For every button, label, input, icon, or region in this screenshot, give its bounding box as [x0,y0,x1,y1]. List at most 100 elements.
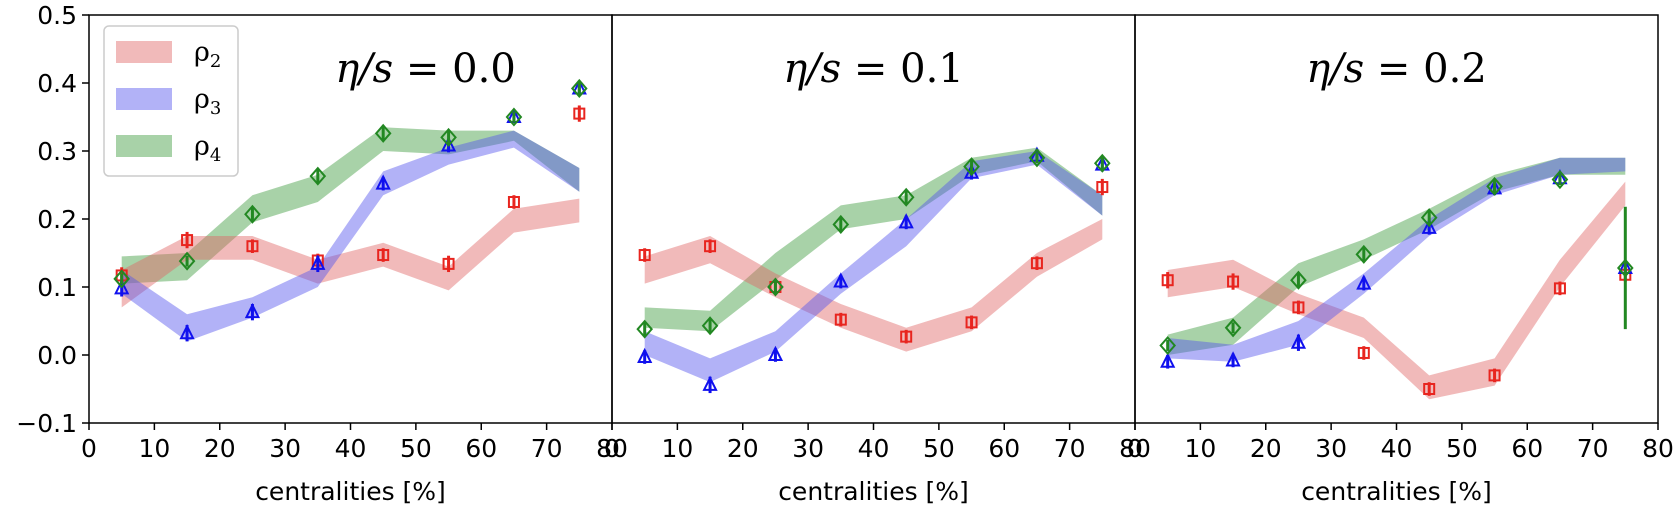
point-rho4 [963,157,980,177]
point-rho4 [1616,258,1634,278]
panel-3: 0 10 20 30 40 50 60 70 80 centralities [%] η/s = 0… [1127,14,1674,506]
point-rho4 [113,269,131,289]
point-rho3 [1421,218,1437,234]
panel-title: η/s = 0.0 [335,46,516,92]
point-rho3 [1225,351,1241,367]
point-rho3 [440,136,457,152]
x-tick-label: 40 [335,434,367,463]
x-tick-label: 80 [1642,434,1674,463]
point-rho2 [442,257,455,270]
x-axis-label: centralities [%] [778,477,969,506]
point-rho4 [244,204,261,224]
point-rho4 [832,214,850,234]
point-rho2 [1553,282,1566,295]
legend-label-rho4: ρ4 [194,131,221,166]
panel-1: 0 10 20 30 40 50 60 70 80 centralities [%] η/s = 0… [81,14,628,506]
x-axis-label: centralities [%] [1301,477,1492,506]
point-rho2 [1030,257,1043,270]
x-tick-label: 10 [661,434,693,463]
band-rho3 [1167,157,1626,362]
point-rho3 [114,279,130,295]
point-rho3 [767,345,784,361]
point-rho4 [767,277,784,297]
point-rho2 [1423,383,1436,395]
x-tick-label: 30 [792,434,824,463]
point-rho2 [704,240,717,253]
y-tick-label: 0.3 [37,137,77,166]
band-rho2 [121,198,580,308]
y-tick-label: 0.4 [37,69,77,98]
x-tick-label: 70 [531,434,563,463]
point-rho3 [833,272,849,288]
point-rho4 [505,107,523,127]
x-tick-label: 50 [923,434,955,463]
x-tick-label: 40 [1381,434,1413,463]
point-rho4 [1355,244,1373,264]
x-tick-label: 20 [1250,434,1282,463]
band-rho2 [1167,181,1626,400]
point-rho2 [1292,301,1305,314]
x-tick-label: 10 [1184,434,1216,463]
point-rho4 [1290,270,1307,290]
point-rho2 [638,249,651,262]
point-rho4 [1551,170,1569,190]
panel-title: η/s = 0.2 [1306,46,1487,92]
x-tick-label: 20 [204,434,236,463]
point-rho2 [507,196,520,208]
point-rho4 [1028,148,1046,168]
legend-swatch-rho2 [116,41,172,63]
point-rho2 [246,240,259,253]
point-rho4 [309,166,327,186]
point-rho4 [570,78,588,98]
x-tick-label: 30 [269,434,301,463]
x-tick-label: 60 [988,434,1020,463]
band-rho2 [644,219,1103,352]
band-rho3 [121,130,580,342]
point-rho3 [1160,352,1176,368]
point-rho3 [898,213,914,229]
point-rho2 [1357,346,1370,359]
y-tick-label: 0.1 [37,273,77,302]
point-rho2 [1488,369,1501,382]
point-rho4 [636,319,654,339]
band-rho4 [1167,157,1626,355]
point-rho4 [1159,335,1177,355]
x-tick-label: 50 [1446,434,1478,463]
point-rho3 [179,324,195,340]
point-rho3 [310,254,326,270]
point-rho4 [1420,208,1438,228]
point-rho4 [374,123,392,143]
point-rho3 [1356,274,1372,290]
point-rho4 [1486,176,1503,196]
point-rho3 [244,302,261,319]
band-rho4 [121,127,580,284]
point-rho2 [573,107,586,120]
point-rho3 [637,347,653,364]
point-rho4 [701,316,719,336]
x-tick-label: 0 [81,434,97,463]
legend-label-rho3: ρ3 [194,84,221,119]
x-tick-label: 60 [1511,434,1543,463]
legend-swatch-rho3 [116,88,172,110]
x-tick-label: 80 [1119,434,1151,463]
x-axis-label: centralities [%] [255,477,446,506]
point-rho3 [1290,333,1307,349]
point-rho2 [965,316,978,329]
x-tick-label: 70 [1577,434,1609,463]
point-rho2 [1096,181,1109,194]
point-rho4 [897,187,915,207]
band-rho3 [644,151,1103,383]
point-rho3 [375,174,391,190]
point-rho2 [1227,275,1240,288]
x-tick-label: 0 [1127,434,1143,463]
band-rho4 [644,147,1103,332]
point-rho2 [1161,274,1174,287]
point-rho2 [181,234,194,247]
y-tick-label: −0.1 [16,409,77,438]
x-tick-label: 0 [604,434,620,463]
x-tick-label: 70 [1054,434,1086,463]
y-tick-label: 0.0 [37,341,77,370]
x-tick-label: 30 [1315,434,1347,463]
panel-2: 0 10 20 30 40 50 60 70 80 centralities [%] η/s = 0… [604,14,1151,506]
